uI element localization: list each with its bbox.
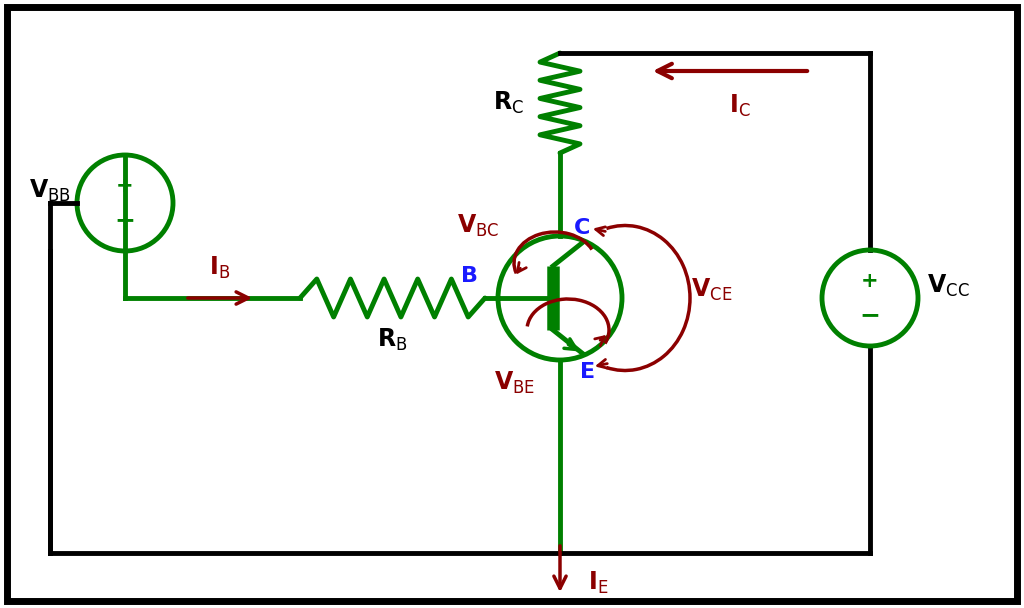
Text: −: −	[859, 303, 881, 327]
Text: I$_\mathsf{C}$: I$_\mathsf{C}$	[729, 93, 751, 119]
Text: V$_\mathsf{CC}$: V$_\mathsf{CC}$	[927, 273, 970, 299]
Text: I$_\mathsf{B}$: I$_\mathsf{B}$	[210, 255, 230, 281]
Text: R$_\mathsf{B}$: R$_\mathsf{B}$	[377, 327, 408, 353]
Text: V$_\mathsf{BB}$: V$_\mathsf{BB}$	[29, 178, 71, 204]
FancyBboxPatch shape	[7, 7, 1017, 601]
Text: R$_\mathsf{C}$: R$_\mathsf{C}$	[493, 90, 523, 116]
Text: E: E	[581, 362, 596, 382]
Text: −: −	[115, 208, 135, 232]
Text: ELECTRICAL: ELECTRICAL	[160, 299, 281, 317]
Text: V$_\mathsf{CE}$: V$_\mathsf{CE}$	[691, 277, 733, 303]
Text: V$_\mathsf{BC}$: V$_\mathsf{BC}$	[457, 213, 500, 239]
Text: V$_\mathsf{BE}$: V$_\mathsf{BE}$	[495, 370, 536, 396]
Text: +: +	[861, 271, 879, 291]
Text: WIRA: WIRA	[157, 232, 283, 274]
Text: B: B	[462, 266, 478, 286]
Text: ELECTRICAL: ELECTRICAL	[470, 299, 590, 317]
Text: C: C	[573, 218, 590, 238]
Text: I$_\mathsf{E}$: I$_\mathsf{E}$	[588, 570, 608, 596]
Text: +: +	[116, 176, 134, 196]
Text: WIRA: WIRA	[467, 232, 593, 274]
Circle shape	[148, 196, 292, 340]
